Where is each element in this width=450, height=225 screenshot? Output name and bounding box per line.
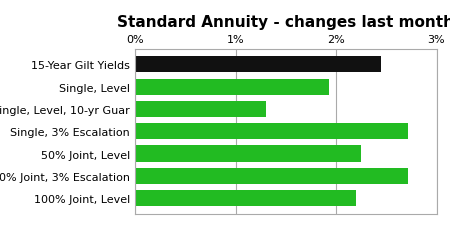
Bar xyxy=(135,101,266,117)
Bar xyxy=(135,79,329,95)
Bar xyxy=(135,146,361,162)
Bar xyxy=(135,168,408,184)
Bar xyxy=(135,57,381,73)
Title: Standard Annuity - changes last month: Standard Annuity - changes last month xyxy=(117,14,450,29)
Bar xyxy=(135,124,408,140)
Bar xyxy=(135,190,356,206)
